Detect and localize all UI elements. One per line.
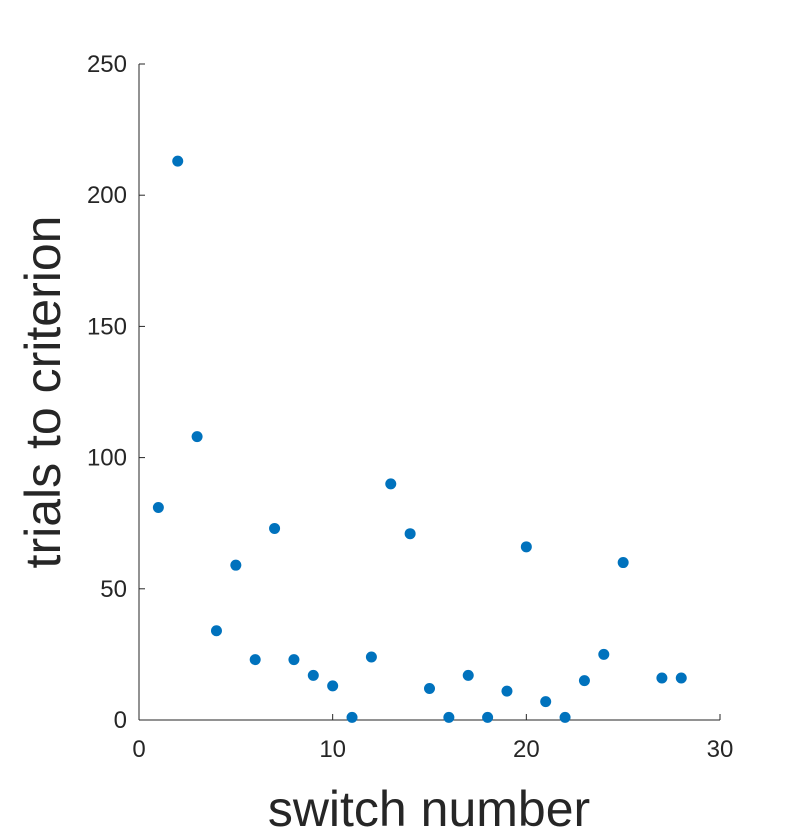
data-point (327, 680, 339, 692)
y-tick-label: 100 (87, 445, 127, 472)
x-axis-label: switch number (268, 781, 590, 837)
axes (138, 64, 720, 721)
x-ticks: 0 10 20 30 (132, 714, 733, 763)
data-point (443, 711, 455, 723)
data-point (424, 683, 435, 695)
data-point (578, 675, 590, 687)
data-point (346, 711, 358, 723)
x-tick-label: 10 (319, 736, 346, 763)
y-ticks: 0 50 100 150 200 250 (87, 51, 145, 734)
y-tick-label: 200 (87, 182, 127, 209)
data-point (559, 711, 571, 723)
data-point (210, 625, 222, 637)
data-point (617, 557, 629, 569)
y-axis-label: trials to criterion (15, 216, 71, 569)
data-point (675, 672, 687, 684)
y-tick-label: 0 (114, 707, 127, 734)
data-point (501, 685, 513, 697)
data-point (152, 501, 164, 513)
x-tick-label: 0 (132, 736, 145, 763)
data-point (269, 522, 281, 534)
data-point (288, 654, 300, 666)
x-tick-label: 20 (513, 736, 540, 763)
data-point (598, 648, 610, 660)
y-tick-label: 250 (87, 51, 127, 78)
data-point (540, 696, 552, 708)
data-points (152, 155, 687, 723)
data-point (404, 528, 416, 540)
y-tick-label: 150 (87, 313, 127, 340)
data-point (230, 559, 242, 571)
data-point (172, 155, 184, 167)
y-tick-label: 50 (100, 576, 127, 603)
data-point (462, 669, 474, 681)
data-point (482, 711, 494, 723)
data-point (365, 651, 377, 663)
data-point (249, 654, 261, 666)
data-point (307, 669, 319, 681)
data-point (385, 478, 397, 490)
data-point (520, 541, 532, 553)
x-tick-label: 30 (707, 736, 734, 763)
data-point (191, 431, 203, 443)
data-point (656, 672, 668, 684)
